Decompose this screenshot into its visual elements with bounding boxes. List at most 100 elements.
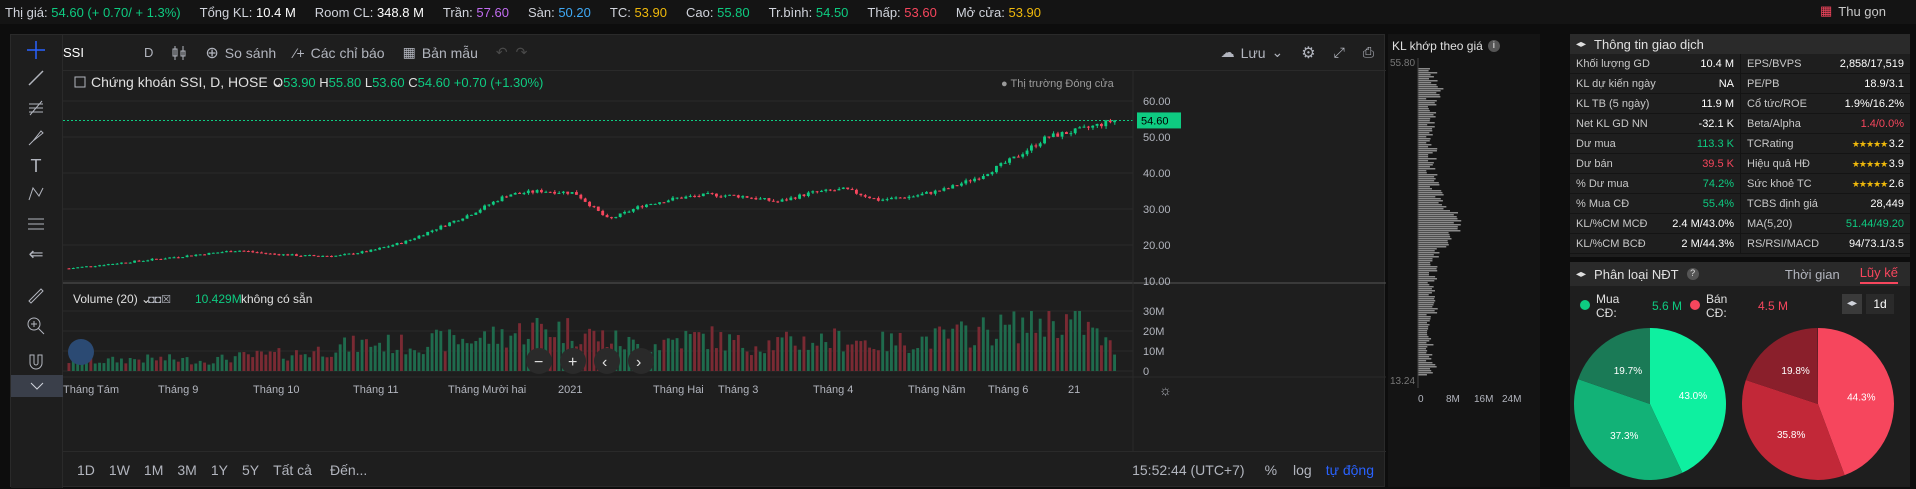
info-icon[interactable]: i [1487, 40, 1500, 52]
volume-bar [671, 339, 675, 371]
quote-label: Tr.bình: [768, 4, 813, 20]
range-3M[interactable]: 3M [177, 461, 197, 478]
candle [299, 255, 303, 257]
volume-bar [290, 355, 294, 371]
candle [649, 204, 653, 206]
volume-bar [863, 340, 867, 371]
quote-label: Trần: [442, 4, 473, 20]
candle [535, 190, 539, 193]
collapse-icon[interactable]: ◂▸ [1576, 268, 1587, 280]
candle [1030, 145, 1033, 151]
volume-bar [295, 350, 298, 371]
candle [513, 192, 517, 195]
candle [658, 202, 661, 204]
quote-label: Thấp: [867, 4, 901, 20]
candle [903, 197, 906, 199]
percent-toggle[interactable]: % [1264, 461, 1278, 478]
collapse-button[interactable]: ▦ Thu gọn [1820, 3, 1886, 19]
range-1Y[interactable]: 1Y [210, 461, 228, 478]
range-1M[interactable]: 1M [143, 461, 164, 478]
zoom-in-icon[interactable] [23, 313, 49, 339]
candle [596, 206, 600, 211]
fullscreen-icon[interactable]: ⤢ [1333, 44, 1345, 60]
candle [185, 255, 189, 258]
profile-bar [1418, 188, 1432, 190]
save-button[interactable]: ☁ Lưu ⌄ [1221, 44, 1284, 61]
info-label: Hiệu quả HĐ [1747, 157, 1810, 170]
profile-top: 55.80 [1390, 58, 1415, 69]
candle [920, 193, 924, 196]
fib-icon[interactable] [23, 95, 49, 121]
profile-bar [1418, 292, 1432, 294]
tab-cumulative[interactable]: Lũy kế [1859, 265, 1898, 284]
info-label: PE/PB [1747, 77, 1780, 90]
quote-value: 50.20 [558, 4, 591, 20]
expand-tools-icon[interactable] [11, 375, 63, 397]
candle [605, 215, 609, 218]
profile-bar [1418, 362, 1433, 364]
info-value: 39.5 K [1702, 157, 1734, 170]
volume-bar [824, 342, 828, 371]
camera-icon[interactable]: ⎙ [1362, 44, 1374, 60]
brush-icon[interactable] [23, 125, 49, 151]
candle [636, 206, 640, 210]
trendline-icon[interactable] [23, 65, 49, 91]
price-chart[interactable]: 60.00 50.00 40.00 30.00 20.00 10.00 54.60 30M 20… [63, 71, 1386, 451]
settings-gear-icon[interactable]: ⚙ [1301, 44, 1316, 62]
ruler-icon[interactable] [23, 283, 49, 309]
tab-time[interactable]: Thời gian [1784, 266, 1840, 282]
goto-button[interactable]: Đến... [329, 461, 368, 478]
candle [417, 235, 421, 239]
range-Tất cả[interactable]: Tất cả [273, 461, 312, 478]
profile-bar [1418, 136, 1427, 138]
candle [1034, 145, 1038, 147]
magnet-icon[interactable] [23, 349, 49, 375]
profile-bar [1418, 214, 1454, 216]
info-value: 55.4% [1702, 197, 1734, 210]
arrows-icon[interactable]: ◂▸ [1842, 294, 1862, 314]
volume-bar [798, 349, 801, 371]
redo-icon[interactable]: ↷ [515, 44, 528, 60]
back-arrow-icon[interactable]: ⇐ [28, 243, 44, 264]
info-row: KL TB (5 ngày) 11.9 M Cổ tức/ROE 1.9%/16.2% [1570, 93, 1910, 114]
range-1D[interactable]: 1D [77, 461, 95, 478]
collapse-icon[interactable]: ◂▸ [1576, 38, 1587, 50]
profile-bar [1418, 368, 1431, 370]
buy-pie-slice-label: 37.3% [1610, 431, 1638, 442]
interval-select[interactable]: 1d [1866, 294, 1894, 314]
volume-bar [706, 349, 710, 371]
info-row: KL/%CM MCĐ 2.4 M/43.0% MA(5,20) 51.44/49.20 [1570, 213, 1910, 234]
profile-bar [1418, 364, 1436, 366]
volume-bar [1047, 311, 1051, 371]
symbol-button[interactable]: SSI [63, 45, 84, 60]
help-icon[interactable]: ? [1686, 268, 1699, 280]
interval-button[interactable]: D [143, 45, 154, 60]
crosshair-icon[interactable] [23, 37, 49, 63]
volume-bar [430, 333, 434, 371]
templates-button[interactable]: ▦ Bản mẫu [403, 44, 478, 61]
volume-bar [811, 342, 815, 371]
candle [990, 172, 994, 175]
log-toggle[interactable]: log [1293, 461, 1312, 478]
undo-icon[interactable]: ↶ [495, 44, 508, 60]
auto-toggle[interactable]: tự động [1325, 461, 1374, 478]
quote-item: Thấp: 53.60 [867, 5, 936, 20]
compare-button[interactable]: ⊕ So sánh [205, 43, 276, 63]
candle [509, 194, 513, 197]
candle [929, 192, 933, 194]
range-5Y[interactable]: 5Y [241, 461, 260, 478]
indicators-button[interactable]: ⁄+ Các chỉ báo [294, 45, 384, 61]
candle [1008, 158, 1011, 163]
chart-type-icon[interactable] [171, 44, 187, 62]
measure-icon[interactable] [23, 211, 49, 237]
info-title: Thông tin giao dịch [1594, 36, 1704, 52]
pattern-icon[interactable] [23, 181, 49, 207]
volume-bar [106, 358, 110, 371]
text-icon[interactable]: T [30, 155, 42, 176]
candle [443, 225, 447, 227]
quote-label: TC: [609, 4, 631, 20]
range-1W[interactable]: 1W [108, 461, 130, 478]
profile-bar [1418, 146, 1429, 148]
volume-tick: 0 [1143, 366, 1149, 378]
candle [150, 258, 154, 261]
